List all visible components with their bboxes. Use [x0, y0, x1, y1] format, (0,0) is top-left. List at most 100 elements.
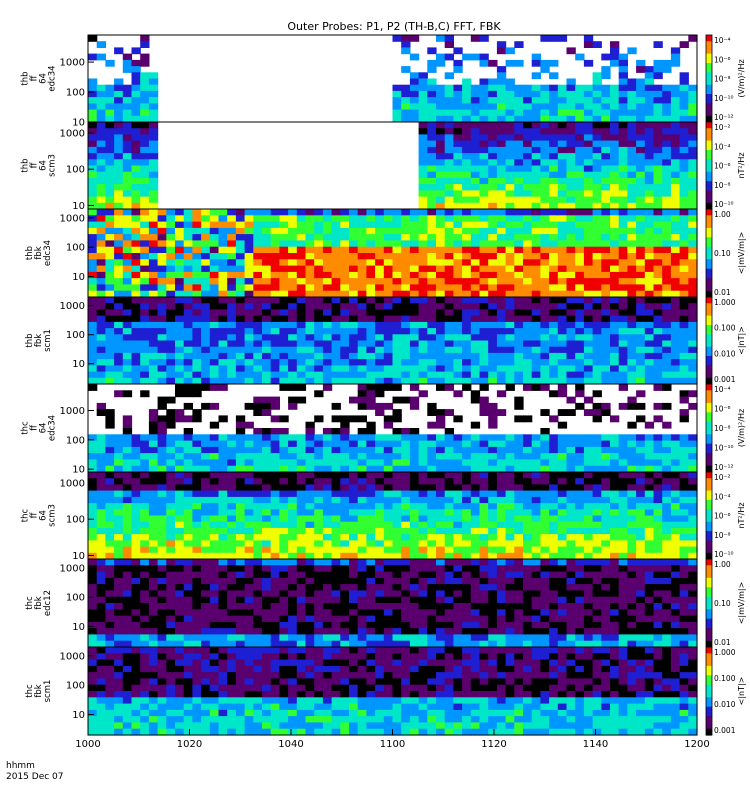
heatmap-cell	[96, 540, 106, 548]
heatmap-cell	[140, 265, 150, 273]
heatmap-cell	[531, 190, 541, 198]
heatmap-cell	[218, 490, 228, 498]
colorbar-segment	[706, 518, 712, 523]
heatmap-cell	[601, 540, 611, 548]
heatmap-cell	[618, 534, 628, 541]
heatmap-cell	[357, 521, 367, 529]
heatmap-cell	[592, 202, 602, 210]
heatmap-cell	[566, 409, 576, 416]
heatmap-cell	[427, 59, 437, 67]
colorbar-segment	[706, 146, 712, 151]
heatmap-cell	[392, 309, 402, 317]
heatmap-cell	[583, 359, 594, 366]
heatmap-cell	[488, 115, 498, 123]
heatmap-cell	[140, 315, 150, 323]
heatmap-cell	[166, 290, 176, 298]
heatmap-cell	[209, 402, 220, 410]
heatmap-cell	[262, 409, 272, 416]
heatmap-cell	[688, 453, 698, 460]
colorbar-segment	[706, 168, 712, 173]
heatmap-cell	[566, 165, 576, 173]
heatmap-cell	[209, 297, 220, 304]
heatmap-cell	[157, 396, 167, 404]
heatmap-cell	[409, 278, 420, 285]
heatmap-cell	[401, 377, 411, 385]
heatmap-cell	[523, 540, 533, 548]
heatmap-cell	[575, 53, 585, 61]
heatmap-cell	[453, 66, 463, 73]
heatmap-cell	[105, 265, 115, 273]
heatmap-cell	[314, 478, 324, 485]
heatmap-cell	[201, 640, 211, 648]
heatmap-cell	[157, 628, 167, 635]
heatmap-cell	[148, 72, 159, 80]
heatmap-cell	[148, 352, 159, 360]
heatmap-cell	[357, 309, 367, 317]
heatmap-cell	[401, 359, 411, 366]
heatmap-cell	[505, 78, 515, 86]
heatmap-cell	[383, 459, 394, 467]
heatmap-cell	[688, 503, 698, 510]
heatmap-cell	[436, 146, 446, 154]
heatmap-cell	[549, 521, 559, 529]
heatmap-cell	[436, 552, 446, 560]
heatmap-cell	[557, 134, 568, 142]
heatmap-cell	[175, 221, 185, 229]
heatmap-cell	[618, 90, 628, 98]
heatmap-cell	[270, 352, 280, 360]
heatmap-cell	[340, 490, 350, 498]
colorbar-segment	[706, 546, 712, 551]
heatmap-cell	[340, 340, 350, 348]
heatmap-cell	[662, 84, 672, 92]
heatmap-cell	[288, 552, 298, 560]
heatmap-cell	[157, 603, 167, 610]
heatmap-cell	[436, 446, 446, 454]
heatmap-cell	[322, 215, 333, 223]
heatmap-cell	[479, 377, 489, 385]
heatmap-cell	[488, 365, 498, 373]
heatmap-cell	[557, 227, 568, 235]
heatmap-cell	[644, 78, 655, 86]
heatmap-cell	[366, 227, 376, 235]
heatmap-cell	[679, 453, 689, 460]
heatmap-cell	[653, 84, 663, 92]
heatmap-cell	[592, 159, 602, 167]
heatmap-cell	[227, 340, 237, 348]
heatmap-cell	[192, 603, 202, 610]
heatmap-cell	[88, 53, 98, 61]
heatmap-cell	[349, 377, 359, 385]
heatmap-cell	[453, 159, 463, 167]
heatmap-cell	[96, 472, 106, 479]
heatmap-cell	[427, 202, 437, 210]
heatmap-cell	[192, 634, 202, 642]
heatmap-cell	[575, 384, 585, 391]
heatmap-cell	[436, 53, 446, 61]
spectrogram-panel: 101001000thbff64edc3410⁻⁴10⁻⁶10⁻⁸10⁻¹⁰10…	[21, 34, 746, 129]
heatmap-cell	[392, 259, 402, 267]
heatmap-cell	[140, 509, 150, 517]
heatmap-cell	[305, 365, 315, 373]
heatmap-cell	[288, 215, 298, 223]
heatmap-cell	[427, 128, 437, 135]
heatmap-cell	[201, 478, 211, 485]
heatmap-cell	[235, 297, 246, 304]
colorbar-segment	[706, 506, 712, 510]
heatmap-cell	[201, 603, 211, 610]
heatmap-cell	[644, 227, 655, 235]
heatmap-cell	[288, 278, 298, 285]
heatmap-cell	[322, 315, 333, 323]
heatmap-cell	[618, 103, 628, 111]
heatmap-cell	[636, 109, 646, 117]
heatmap-cell	[270, 440, 280, 448]
heatmap-cell	[653, 484, 663, 492]
heatmap-cell	[262, 315, 272, 323]
heatmap-cell	[227, 234, 237, 241]
heatmap-cell	[488, 177, 498, 185]
heatmap-cell	[610, 97, 620, 104]
heatmap-cell	[427, 421, 437, 429]
heatmap-cell	[610, 484, 620, 492]
heatmap-cell	[148, 377, 159, 385]
heatmap-cell	[549, 72, 559, 80]
heatmap-cell	[618, 321, 628, 329]
heatmap-cell	[514, 527, 524, 535]
